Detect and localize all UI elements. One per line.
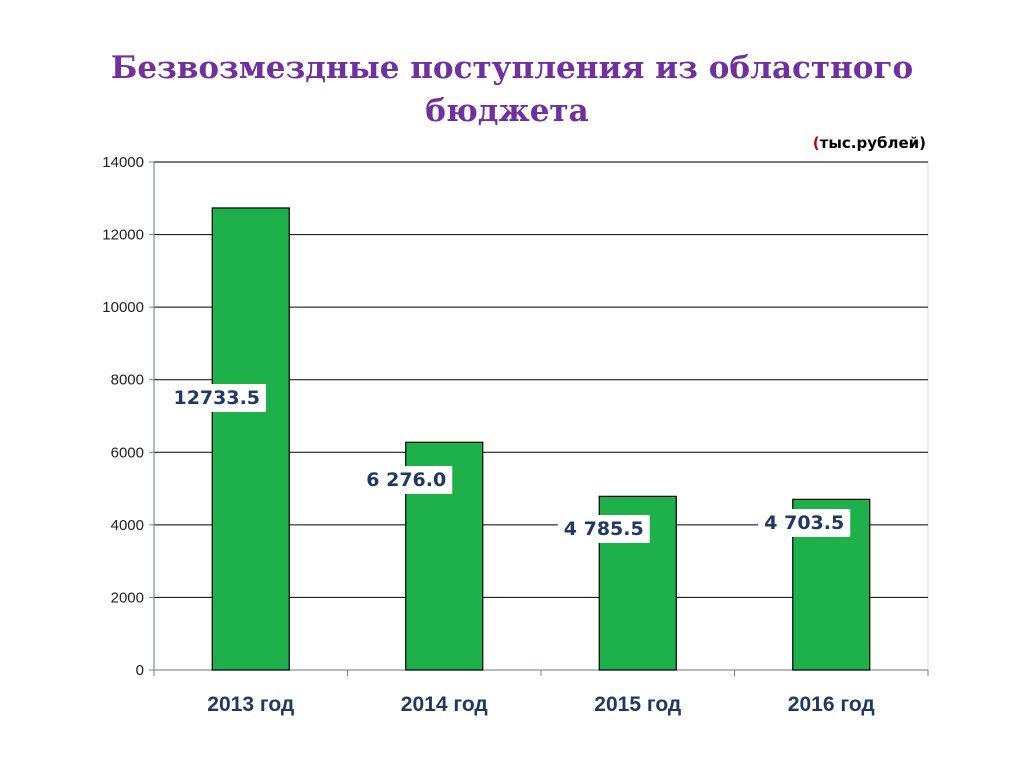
y-tick-label-6: 12000 [102,227,144,244]
y-tick-label-2: 4000 [111,517,144,534]
data-label-bg-3 [758,509,851,537]
bar-0 [211,207,290,671]
chart-title-line1: Безвозмездные поступления из областного [111,50,913,86]
x-tick-label-2: 2015 год [594,693,681,716]
y-tick-label-0: 0 [136,662,144,679]
data-label-bg-1 [360,466,453,494]
x-tick-label-3: 2016 год [788,693,875,716]
y-tick-label-5: 10000 [102,299,144,316]
chart-title-line2: бюджета [425,93,588,129]
data-label-1: 6 276.0 [366,469,446,491]
y-tick-label-1: 2000 [111,589,144,606]
data-label-2: 4 785.5 [564,518,644,540]
unit-close-paren: ) [919,134,926,152]
unit-open-paren: ( [813,134,820,152]
y-tick-label-4: 8000 [111,372,144,389]
unit-label: (тыс.рублей) [813,134,926,152]
y-tick-label-7: 14000 [102,154,144,171]
data-label-bg-2 [557,515,650,543]
plot-area: 0 2000 4000 6000 8000 10000 12000 14000 2013 год… [102,154,929,716]
data-label-3: 4 703.5 [764,512,844,534]
x-tick-label-1: 2014 год [401,693,488,716]
data-label-0: 12733.5 [173,387,260,409]
x-tick-label-0: 2013 год [207,693,294,716]
data-label-bg-0 [167,384,267,412]
y-tick-label-3: 6000 [111,444,144,461]
unit-text: тыс.рублей [820,134,920,152]
